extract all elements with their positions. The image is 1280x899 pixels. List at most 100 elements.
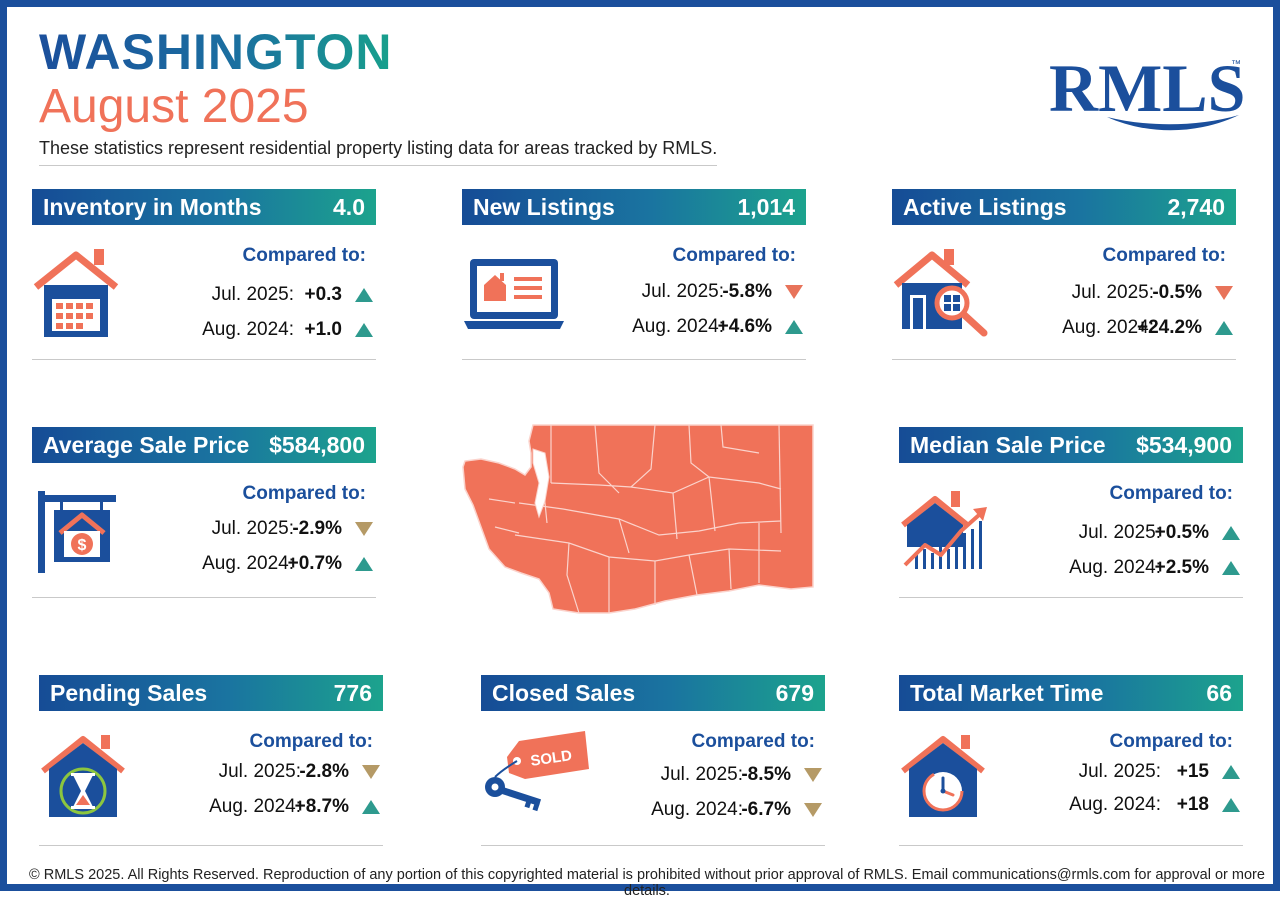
rmls-logo: RMLS ™ [1049, 50, 1245, 131]
triangle-up-icon [1222, 561, 1240, 575]
comparison-label: Aug. 2024: [632, 316, 724, 337]
triangle-up-icon [1222, 765, 1240, 779]
triangle-up-icon [355, 557, 373, 571]
card-value: $584,800 [269, 432, 365, 458]
comparison-row-prev-year: Aug. 2024: +8.7% [39, 794, 383, 820]
report-period: August 2025 [39, 80, 309, 133]
triangle-down-icon [355, 522, 373, 536]
triangle-up-icon [362, 800, 380, 814]
comparison-label: Jul. 2025: [1071, 282, 1154, 303]
card-new-listings: New Listings 1,014 Compared to: Jul. 202… [462, 189, 806, 360]
comparison-row-prev-month: Jul. 2025: -5.8% [462, 279, 806, 305]
compared-to-label: Compared to: [672, 245, 797, 266]
compared-to-label: Compared to: [691, 731, 816, 752]
comparison-row-prev-year: Aug. 2024: +2.5% [899, 555, 1243, 581]
card-divider [899, 597, 1243, 598]
comparison-row-prev-month: Jul. 2025: -2.9% [32, 516, 376, 542]
card-header: Inventory in Months 4.0 [32, 189, 376, 225]
comparison-row-prev-year: Aug. 2024: +4.6% [462, 314, 806, 340]
comparison-label: Aug. 2024: [1062, 317, 1154, 338]
comparison-row-prev-year: Aug. 2024: -6.7% [481, 797, 825, 823]
card-title: Total Market Time [910, 680, 1104, 706]
card-value: 1,014 [737, 194, 795, 220]
comparison-value: +4.6% [717, 316, 772, 337]
card-value: 679 [775, 680, 814, 706]
triangle-up-icon [355, 323, 373, 337]
card-value: 4.0 [333, 194, 365, 220]
comparison-label: Jul. 2025: [1078, 522, 1161, 543]
comparison-value: +0.5% [1154, 522, 1209, 543]
comparison-row-prev-year: Aug. 2024: +1.0 [32, 317, 376, 343]
compared-to-label: Compared to: [242, 245, 367, 266]
comparison-row-prev-year: Aug. 2024: +18 [899, 792, 1243, 818]
comparison-label: Aug. 2024: [202, 319, 294, 340]
card-active-listings: Active Listings 2,740 Compared to: Jul. … [892, 189, 1236, 360]
triangle-up-icon [355, 288, 373, 302]
card-header: Pending Sales 776 [39, 675, 383, 711]
card-header: Closed Sales 679 [481, 675, 825, 711]
card-divider [462, 359, 806, 360]
card-header: New Listings 1,014 [462, 189, 806, 225]
card-header: Total Market Time 66 [899, 675, 1243, 711]
comparison-value: -5.8% [722, 281, 772, 302]
comparison-value: +1.0 [304, 319, 342, 340]
card-value: 66 [1206, 680, 1232, 706]
card-title: Pending Sales [50, 680, 208, 706]
compared-to-label: Compared to: [242, 483, 367, 504]
comparison-value: -0.5% [1152, 282, 1202, 303]
comparison-row-prev-month: Jul. 2025: +0.5% [899, 520, 1243, 546]
comparison-row-prev-month: Jul. 2025: +15 [899, 759, 1243, 785]
sale-sign-icon: $ [38, 491, 116, 573]
card-inventory-in-months: Inventory in Months 4.0 Compared to: Jul… [32, 189, 376, 360]
card-title: Closed Sales [492, 680, 636, 706]
comparison-label: Aug. 2024: [1069, 794, 1161, 815]
compared-to-label: Compared to: [1109, 731, 1234, 752]
comparison-label: Aug. 2024: [209, 796, 301, 817]
card-value: $534,900 [1136, 432, 1232, 458]
comparison-label: Aug. 2024: [1069, 557, 1161, 578]
card-closed-sales: Closed Sales 679 SOLD Compared to: Jul. … [481, 675, 825, 846]
comparison-row-prev-month: Jul. 2025: -8.5% [481, 762, 825, 788]
comparison-value: +18 [1176, 794, 1209, 815]
sold-tag-text: SOLD [529, 747, 573, 770]
card-header: Active Listings 2,740 [892, 189, 1236, 225]
comparison-row-prev-month: Jul. 2025: +0.3 [32, 282, 376, 308]
comparison-label: Aug. 2024: [202, 553, 294, 574]
triangle-up-icon [1222, 798, 1240, 812]
laptop-listing-icon [464, 259, 564, 329]
copyright-footer: © RMLS 2025. All Rights Reserved. Reprod… [29, 867, 1265, 899]
comparison-value: -8.5% [741, 764, 791, 785]
triangle-down-icon [804, 803, 822, 817]
comparison-value: +8.7% [294, 796, 349, 817]
card-divider [39, 845, 383, 846]
card-median-sale-price: Median Sale Price $534,900 Compared to: … [899, 427, 1243, 598]
card-title: Average Sale Price [43, 432, 250, 458]
compared-to-label: Compared to: [1109, 483, 1234, 504]
compared-to-label: Compared to: [1102, 245, 1227, 266]
washington-county-map-icon [462, 424, 814, 614]
comparison-label: Aug. 2024: [651, 799, 743, 820]
comparison-label: Jul. 2025: [211, 518, 294, 539]
triangle-up-icon [1222, 526, 1240, 540]
comparison-label: Jul. 2025: [218, 761, 301, 782]
card-total-market-time: Total Market Time 66 Compared to: Jul. 2… [899, 675, 1243, 846]
comparison-row-prev-year: Aug. 2024: +24.2% [892, 315, 1236, 341]
house-hourglass-icon [41, 735, 125, 817]
comparison-row-prev-month: Jul. 2025: -2.8% [39, 759, 383, 785]
card-title: Active Listings [903, 194, 1067, 220]
comparison-label: Jul. 2025: [211, 284, 294, 305]
card-title: Inventory in Months [43, 194, 262, 220]
house-calendar-icon [33, 249, 119, 337]
report-subtitle: These statistics represent residential p… [39, 138, 718, 166]
triangle-up-icon [785, 320, 803, 334]
triangle-down-icon [804, 768, 822, 782]
card-divider [892, 359, 1236, 360]
svg-text:$: $ [78, 537, 87, 554]
card-value: 776 [333, 680, 372, 706]
card-header: Median Sale Price $534,900 [899, 427, 1243, 463]
compared-to-label: Compared to: [249, 731, 374, 752]
card-title: Median Sale Price [910, 432, 1106, 458]
comparison-value: +0.3 [304, 284, 342, 305]
comparison-value: +24.2% [1137, 317, 1202, 338]
